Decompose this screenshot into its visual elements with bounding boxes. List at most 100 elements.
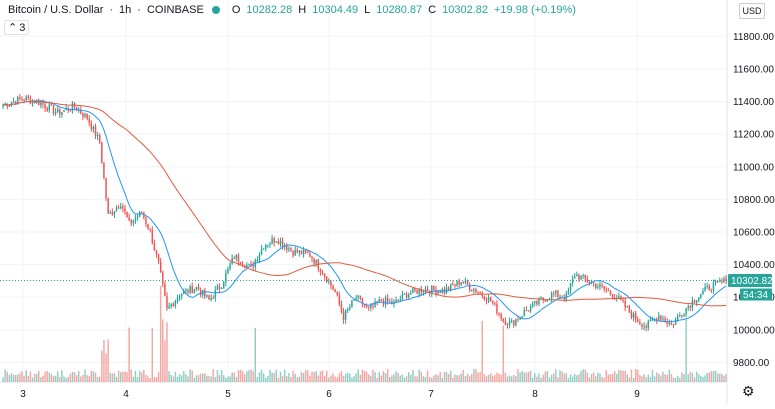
candle-body bbox=[183, 290, 185, 294]
volume-bar bbox=[445, 371, 448, 382]
candle-body bbox=[46, 108, 48, 111]
candle-body bbox=[227, 268, 229, 274]
candle-body bbox=[334, 289, 336, 292]
volume-bar bbox=[567, 377, 570, 382]
volume-bar bbox=[597, 372, 599, 382]
candle-body bbox=[536, 301, 538, 305]
candle-body bbox=[607, 290, 610, 292]
candle-body bbox=[424, 288, 427, 292]
volume-bar bbox=[96, 376, 99, 382]
candle-body bbox=[164, 283, 166, 296]
volume-bar bbox=[86, 375, 88, 382]
volume-bar bbox=[267, 376, 269, 382]
candle-body bbox=[361, 298, 364, 305]
volume-bar bbox=[214, 376, 217, 382]
volume-bar bbox=[443, 371, 446, 382]
candle-body bbox=[298, 250, 301, 253]
candle-body bbox=[210, 298, 212, 300]
candle-body bbox=[10, 102, 13, 105]
candle-body bbox=[279, 240, 282, 245]
indicators-toggle[interactable]: ⌃ 3 bbox=[4, 20, 30, 35]
candle-body bbox=[397, 299, 399, 301]
candle-body bbox=[510, 320, 513, 322]
volume-bar bbox=[714, 370, 717, 382]
volume-bar bbox=[426, 370, 429, 382]
candle-body bbox=[151, 230, 154, 244]
candle-body bbox=[260, 248, 263, 255]
price-tick-label: 11000.00 bbox=[733, 162, 774, 173]
volume-bar bbox=[195, 375, 198, 382]
volume-bar bbox=[679, 377, 681, 382]
volume-bar bbox=[357, 369, 359, 382]
candle-body bbox=[403, 293, 406, 295]
candle-body bbox=[426, 288, 429, 291]
volume-bar bbox=[550, 374, 553, 382]
candle-body bbox=[262, 248, 265, 250]
volume-bar bbox=[601, 377, 603, 382]
volume-bar bbox=[67, 376, 69, 382]
volume-bar bbox=[452, 377, 454, 382]
volume-bar bbox=[641, 376, 643, 382]
candle-body bbox=[513, 320, 515, 326]
candle-body bbox=[98, 135, 101, 143]
candle-body bbox=[658, 315, 660, 321]
currency-button[interactable]: USD bbox=[739, 3, 765, 19]
candle-body bbox=[468, 284, 471, 290]
candle-body bbox=[208, 295, 210, 300]
volume-bar bbox=[506, 376, 509, 382]
candle-body bbox=[286, 245, 288, 250]
price-axis[interactable]: 11800.00 11600.00 11400.00 11200.00 11000.00… bbox=[733, 32, 775, 369]
candle-body bbox=[515, 319, 517, 326]
candle-body bbox=[239, 261, 242, 265]
volume-bar bbox=[246, 371, 248, 382]
candle-body bbox=[681, 315, 683, 317]
volume-bar bbox=[712, 371, 715, 382]
volume-bar bbox=[319, 371, 322, 382]
candle-body bbox=[714, 280, 717, 284]
candle-body bbox=[170, 304, 172, 307]
candle-body bbox=[273, 238, 275, 243]
volume-bar bbox=[189, 369, 191, 382]
candle-body bbox=[531, 303, 534, 307]
volume-bar bbox=[349, 373, 351, 382]
volume-bar bbox=[563, 373, 565, 382]
candle-body bbox=[56, 109, 59, 113]
volume-bar bbox=[2, 377, 4, 382]
volume-bar bbox=[40, 377, 42, 382]
price-tick-label: 10000.00 bbox=[733, 325, 775, 336]
candle-body bbox=[412, 288, 414, 293]
candle-body bbox=[599, 284, 601, 287]
interval-label[interactable]: 1h bbox=[119, 4, 132, 16]
volume-bar bbox=[248, 370, 250, 382]
candle-body bbox=[422, 291, 425, 293]
volume-bar bbox=[525, 372, 528, 382]
volume-bar bbox=[162, 319, 164, 382]
volume-bar bbox=[12, 374, 15, 382]
candle-body bbox=[332, 285, 334, 290]
time-axis[interactable]: 3 4 5 6 7 8 9 bbox=[20, 389, 640, 400]
volume-bar bbox=[94, 372, 97, 382]
volume-bar bbox=[603, 377, 605, 382]
volume-bar bbox=[35, 373, 38, 382]
volume-bar bbox=[48, 372, 51, 382]
gear-icon[interactable]: ⚙ bbox=[742, 383, 755, 399]
volume-bar bbox=[237, 370, 240, 382]
volume-bar bbox=[8, 375, 11, 382]
volume-bar bbox=[582, 369, 584, 382]
symbol-name[interactable]: Bitcoin / U.S. Dollar bbox=[8, 4, 104, 16]
candle-body bbox=[17, 97, 19, 105]
candle-body bbox=[649, 320, 652, 322]
volume-bar bbox=[510, 376, 513, 382]
volume-bar bbox=[540, 377, 542, 382]
candle-body bbox=[420, 288, 423, 293]
volume-bar bbox=[399, 375, 402, 382]
volume-bar bbox=[721, 373, 723, 382]
close-label: C bbox=[428, 4, 437, 16]
volume-bar bbox=[658, 373, 660, 382]
volume-bar bbox=[229, 376, 231, 382]
volume-bar bbox=[613, 371, 616, 382]
volume-bar bbox=[54, 375, 57, 382]
volume-bar bbox=[687, 374, 689, 382]
